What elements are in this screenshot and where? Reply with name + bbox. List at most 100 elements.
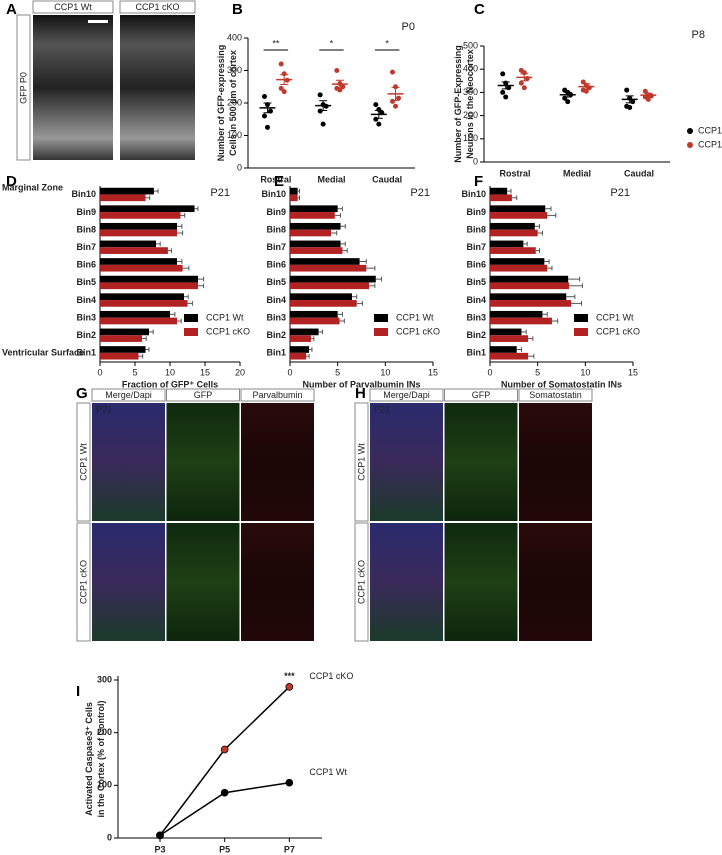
- row-label: CCP1 Wt: [356, 443, 366, 481]
- x-tick-label: P7: [284, 844, 295, 854]
- micrograph: [519, 403, 592, 521]
- column-header-box: [166, 388, 240, 402]
- bar: [100, 240, 156, 248]
- bar: [100, 317, 177, 325]
- column-header: CCP1 Wt: [54, 2, 92, 12]
- column-header-box: [32, 0, 114, 14]
- bar: [490, 346, 517, 353]
- data-point: [583, 88, 589, 94]
- micrograph: [241, 523, 314, 641]
- y-axis-label-line: Activated Caspase3⁺ Cells: [84, 702, 94, 816]
- column-header: CCP1 cKO: [135, 2, 179, 12]
- x-tick-label: Medial: [317, 174, 345, 184]
- row-label: CCP1 cKO: [78, 560, 88, 604]
- bar: [290, 352, 307, 360]
- bar: [100, 229, 177, 237]
- column-header: Merge/Dapi: [383, 390, 430, 400]
- data-point: [500, 89, 506, 95]
- legend-label: CCP1 cKO: [596, 326, 640, 336]
- bar: [490, 240, 524, 248]
- bar: [490, 328, 522, 336]
- micrograph: [370, 523, 443, 641]
- data-point: [373, 116, 379, 122]
- bar: [100, 187, 154, 195]
- chart-title: P21: [610, 187, 630, 199]
- data-point: [261, 113, 267, 119]
- micrograph: [120, 15, 195, 160]
- bar: [490, 275, 569, 283]
- y-tick-label: Bin8: [466, 224, 486, 234]
- data-point: [396, 95, 402, 101]
- panel-label: E: [274, 173, 284, 190]
- bar: [100, 293, 184, 301]
- micrograph: [444, 403, 518, 521]
- y-tick-label: Bin7: [266, 242, 286, 252]
- chart-title: P21: [210, 187, 230, 199]
- bar: [100, 335, 142, 342]
- bar: [290, 205, 338, 213]
- y-tick-label: 400: [227, 32, 242, 42]
- bar: [100, 194, 146, 202]
- bar: [100, 328, 149, 336]
- bar: [290, 275, 376, 283]
- bar: [490, 264, 548, 272]
- legend-label: CCP1 Wt: [698, 125, 722, 135]
- x-axis-label: Number of Somatostatin INs: [501, 379, 622, 389]
- x-tick-label: 0: [97, 367, 102, 377]
- bar: [100, 212, 181, 219]
- y-tick-label: 200: [227, 97, 242, 107]
- data-point: [376, 121, 382, 127]
- bar: [100, 282, 198, 290]
- zone-label: Ventricular Surface: [2, 348, 84, 358]
- y-tick-label: Bin3: [76, 312, 96, 322]
- row-label: GFP P0: [18, 72, 28, 104]
- micrograph: [444, 523, 518, 641]
- y-tick-label: Bin4: [466, 295, 486, 305]
- bar: [490, 247, 536, 254]
- y-axis-label: Number of GFP-expressing Cells in 500 µm …: [216, 45, 238, 162]
- series-line: [159, 686, 290, 836]
- y-tick-label: Bin2: [76, 330, 96, 340]
- panel-label: C: [474, 1, 485, 18]
- y-tick-label: 300: [227, 65, 242, 75]
- data-point: [373, 102, 379, 108]
- data-point: [317, 92, 323, 98]
- column-header: GFP: [472, 390, 491, 400]
- data-point: [393, 103, 399, 109]
- bar: [290, 335, 311, 342]
- x-tick-label: Rostral: [260, 174, 291, 184]
- data-point: [278, 61, 284, 67]
- significance-label: *: [385, 38, 389, 48]
- significance-label: *: [330, 38, 334, 48]
- x-tick-label: Caudal: [372, 174, 402, 184]
- y-tick-label: 100: [97, 780, 112, 790]
- micrograph: [166, 403, 240, 521]
- row-label: CCP1 cKO: [356, 560, 366, 604]
- row-label-box: [354, 402, 369, 522]
- legend-label: CCP1 cKO: [698, 139, 722, 149]
- bar: [290, 300, 357, 307]
- y-tick-label: Bin6: [466, 260, 486, 270]
- y-tick-label: Bin8: [266, 224, 286, 234]
- legend-marker: [687, 142, 693, 148]
- bar: [490, 205, 546, 213]
- row-label: CCP1 Wt: [78, 443, 88, 481]
- y-tick-label: Bin5: [266, 277, 286, 287]
- bar: [290, 317, 340, 325]
- bar: [290, 194, 298, 202]
- row-label-box: [16, 14, 31, 161]
- y-tick-label: Bin5: [466, 277, 486, 287]
- legend-swatch: [184, 328, 198, 336]
- y-tick-label: Bin8: [76, 224, 96, 234]
- data-point: [521, 85, 527, 91]
- y-tick-label: Bin5: [76, 277, 96, 287]
- column-header: GFP: [194, 390, 213, 400]
- data-point: [320, 121, 326, 127]
- panel-label: I: [76, 683, 80, 700]
- data-point: [565, 99, 571, 105]
- micrograph: [519, 523, 592, 641]
- y-tick-label: Bin7: [76, 242, 96, 252]
- legend-label: CCP1 cKO: [206, 326, 250, 336]
- micrograph: [92, 403, 165, 521]
